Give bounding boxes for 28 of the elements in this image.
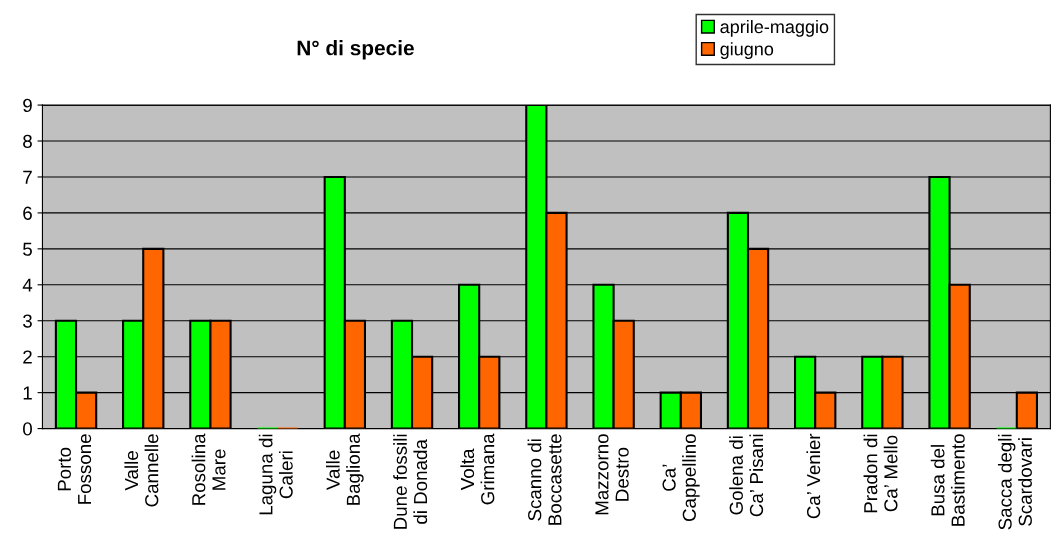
x-tick-label: Pradon di Ca’ Mello (863, 434, 898, 513)
y-tick-label: 9 (23, 98, 32, 113)
y-tick-label: 3 (23, 314, 32, 328)
x-tick-label: Laguna di Caleri (258, 434, 293, 515)
x-tick-label: Mazzorno Destro (595, 434, 629, 515)
x-tick-label: Ca’ Venier (806, 433, 821, 519)
legend-label: aprile-maggio (720, 19, 829, 37)
x-tick-label: Sacca degli Scardovari (997, 434, 1032, 530)
y-tick-label: 8 (23, 134, 32, 148)
legend-label: giugno (720, 42, 774, 60)
x-tick-label: Rosolina Mare (191, 433, 226, 505)
y-tick-label: 0 (23, 422, 32, 436)
y-tick-label: 5 (23, 242, 32, 256)
chart-title: N° di specie (297, 40, 414, 60)
x-tick-label: Golena di Ca’ Pisani (729, 434, 764, 517)
x-tick-label: Volta Grimana (460, 433, 495, 505)
x-tick-label: Scanno di Boccasette (527, 434, 562, 525)
x-tick-label: Busa del Bastimento (930, 434, 965, 526)
x-tick-label: Porto Fossone (57, 434, 92, 504)
x-tick-label: Valle Cannelle (124, 434, 159, 507)
y-tick-label: 6 (23, 206, 32, 220)
y-tick-label: 1 (23, 386, 32, 400)
x-tick-label: Dune fossili di Donada (393, 434, 428, 529)
y-tick-label: 7 (23, 170, 32, 184)
y-tick-label: 4 (22, 278, 33, 292)
y-tick-label: 2 (23, 350, 32, 364)
x-tick-label: Valle Bagliona (325, 433, 364, 505)
x-tick-label: Ca’ Cappellino (662, 434, 700, 522)
